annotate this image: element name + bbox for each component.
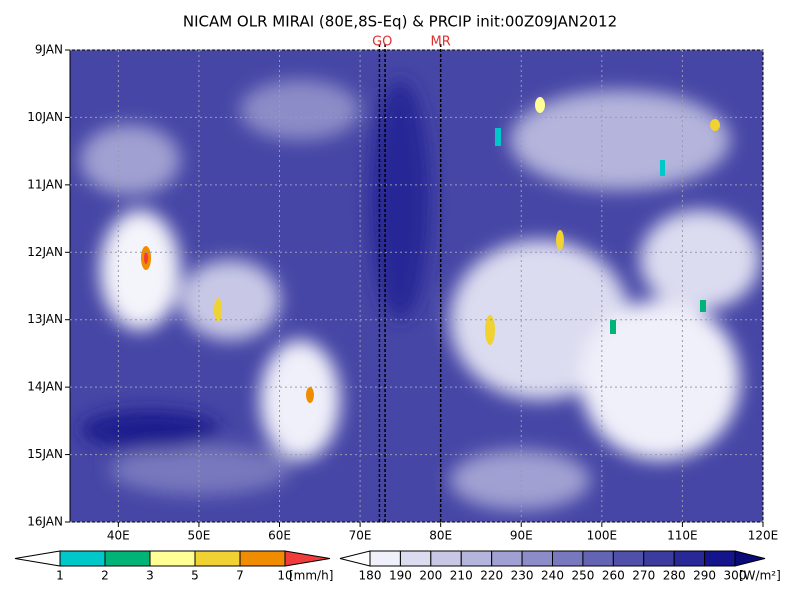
x-tick-label: 50E — [188, 529, 211, 543]
colorbar-label: 300 — [724, 569, 747, 583]
colorbar-box — [194, 550, 241, 567]
colorbar-box — [239, 550, 286, 567]
colorbar-box — [104, 550, 151, 567]
colorbar-box — [369, 550, 401, 567]
y-tick-label: 16JAN — [27, 515, 63, 529]
y-tick-label: 12JAN — [27, 245, 63, 259]
colorbar-label: 290 — [693, 569, 716, 583]
field-background — [70, 50, 763, 522]
colorbar-box — [399, 550, 432, 567]
colorbar-box — [491, 550, 523, 567]
colorbar-box — [552, 550, 584, 567]
y-tick-label: 11JAN — [27, 177, 63, 191]
colorbar-label: 230 — [511, 569, 534, 583]
colorbar-unit: [mm/h] — [289, 569, 333, 583]
colorbar-label: 5 — [191, 569, 199, 583]
colorbar-box — [704, 550, 736, 567]
y-tick-label: 14JAN — [27, 380, 63, 394]
x-tick-label: 40E — [107, 529, 130, 543]
marker-label: MR — [431, 35, 451, 50]
colorbar-label: 220 — [480, 569, 503, 583]
colorbar-label: 280 — [663, 569, 686, 583]
colorbar-label: 7 — [236, 569, 244, 583]
colorbar-box — [582, 550, 614, 567]
y-tick-label: 10JAN — [27, 110, 63, 124]
colorbar-label: 2 — [101, 569, 109, 583]
y-tick-label: 15JAN — [27, 447, 63, 461]
colorbar-unit: [W/m²] — [739, 569, 781, 583]
colorbar-label: 1 — [56, 569, 64, 583]
precip-texture — [141, 97, 720, 403]
x-tick-label: 70E — [349, 529, 372, 543]
colorbar-label: 270 — [632, 569, 655, 583]
x-tick-label: 90E — [510, 529, 533, 543]
colorbar-box — [460, 550, 493, 567]
y-tick-label: 9JAN — [35, 43, 63, 57]
colorbar-label: 10 — [277, 569, 292, 583]
colorbar-label: 240 — [541, 569, 564, 583]
colorbar-box — [673, 550, 706, 567]
colorbar-box — [643, 550, 675, 567]
colorbar-over — [284, 550, 331, 567]
colorbar-label: 200 — [419, 569, 442, 583]
x-tick-label: 120E — [748, 529, 779, 543]
chart-title: NICAM OLR MIRAI (80E,8S-Eq) & PRCIP init… — [183, 13, 617, 31]
colorbar-label: 180 — [359, 569, 382, 583]
x-tick-label: 60E — [268, 529, 291, 543]
colorbar-box — [521, 550, 553, 567]
x-tick-label: 80E — [429, 529, 452, 543]
colorbar-box — [430, 550, 462, 567]
colorbar-over — [734, 550, 766, 567]
colorbar-label: 210 — [450, 569, 473, 583]
colorbar-label: 250 — [571, 569, 594, 583]
colorbar-box — [612, 550, 645, 567]
marker-label: GO — [372, 35, 392, 50]
x-tick-label: 100E — [587, 529, 618, 543]
y-tick-label: 13JAN — [27, 312, 63, 326]
colorbar-label: 260 — [602, 569, 625, 583]
colorbar-label: 3 — [146, 569, 154, 583]
x-tick-label: 110E — [667, 529, 698, 543]
colorbar-label: 190 — [389, 569, 412, 583]
colorbar-under — [339, 550, 371, 567]
colorbar-box — [59, 550, 106, 567]
colorbar-under — [14, 550, 61, 567]
colorbar-box — [149, 550, 196, 567]
